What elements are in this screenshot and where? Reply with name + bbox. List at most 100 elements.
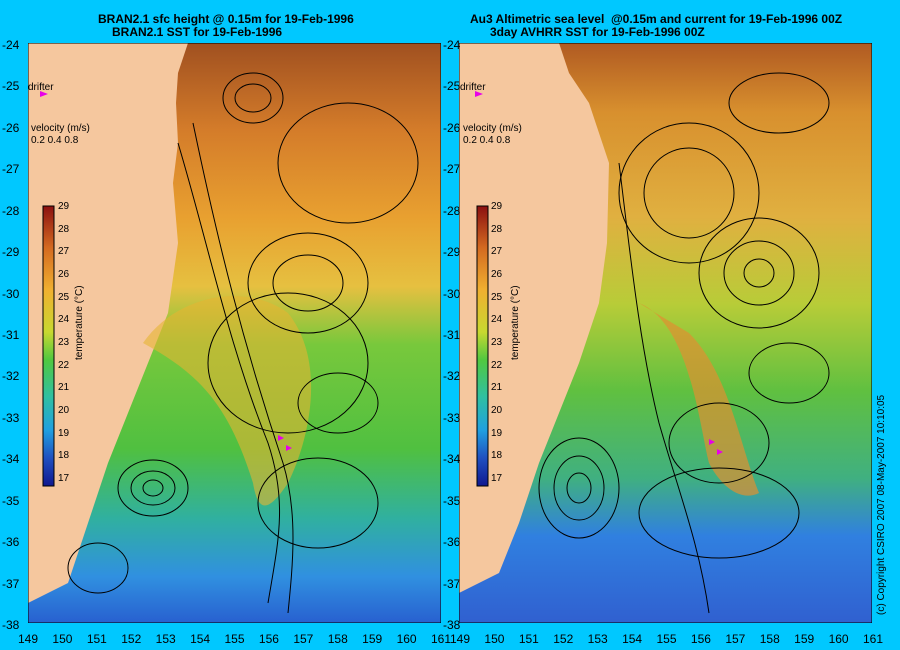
latitude-tick: -36 bbox=[443, 535, 461, 550]
colorbar-tick: 20 bbox=[58, 405, 70, 416]
latitude-tick: -26 bbox=[443, 120, 461, 135]
colorbar-tick: 22 bbox=[58, 359, 70, 371]
longitude-tick: 157 bbox=[293, 632, 314, 646]
colorbar bbox=[476, 205, 489, 487]
latitude-tick: -28 bbox=[2, 203, 20, 218]
longitude-tick: 155 bbox=[224, 632, 245, 646]
drifter-icon bbox=[475, 91, 483, 97]
colorbar-tick: 17 bbox=[491, 473, 503, 484]
colorbar-tick: 29 bbox=[58, 201, 70, 212]
latitude-tick: -32 bbox=[2, 369, 20, 384]
colorbar-tick: 23 bbox=[491, 337, 503, 348]
longitude-tick: 161 bbox=[431, 632, 452, 646]
left-velocity-scale: 0.2 0.4 0.8 bbox=[31, 135, 79, 146]
latitude-tick: -37 bbox=[443, 576, 461, 591]
latitude-tick: -31 bbox=[2, 328, 20, 342]
longitude-tick: 153 bbox=[155, 632, 176, 646]
colorbar-tick: 29 bbox=[491, 201, 503, 212]
colorbar-tick: 26 bbox=[491, 269, 503, 280]
right-velocity-label: velocity (m/s) bbox=[463, 123, 522, 134]
left-colorbar-label: temperature (°C) bbox=[74, 285, 85, 360]
colorbar-tick: 25 bbox=[58, 291, 70, 303]
longitude-tick: 149 bbox=[18, 632, 39, 646]
longitude-tick: 156 bbox=[690, 632, 711, 646]
latitude-tick: -34 bbox=[2, 452, 20, 467]
latitude-tick: -31 bbox=[443, 328, 461, 342]
longitude-tick: 154 bbox=[190, 632, 211, 646]
longitude-tick: 157 bbox=[725, 632, 746, 646]
longitude-tick: 161 bbox=[863, 632, 884, 646]
colorbar-tick: 19 bbox=[58, 427, 70, 439]
latitude-tick: -27 bbox=[443, 162, 461, 177]
drifter-track-icon bbox=[709, 439, 723, 455]
copyright-text: (c) Copyright CSIRO 2007 08-May-2007 10:… bbox=[876, 394, 887, 615]
latitude-tick: -25 bbox=[443, 79, 461, 94]
latitude-tick: -26 bbox=[2, 120, 20, 135]
left-velocity-label: velocity (m/s) bbox=[31, 123, 90, 134]
latitude-tick: -24 bbox=[443, 38, 461, 52]
latitude-tick: -30 bbox=[443, 286, 461, 301]
longitude-tick: 160 bbox=[828, 632, 849, 646]
right-panel-title-1: Au3 Altimetric sea level @0.15m and curr… bbox=[470, 12, 843, 26]
left-panel-title-2: BRAN2.1 SST for 19-Feb-1996 bbox=[112, 25, 283, 39]
latitude-tick: -36 bbox=[2, 535, 20, 550]
colorbar-tick: 26 bbox=[58, 269, 70, 280]
colorbar-tick: 24 bbox=[491, 314, 503, 326]
longitude-tick: 151 bbox=[86, 632, 107, 646]
latitude-tick: -32 bbox=[443, 369, 461, 384]
longitude-tick: 160 bbox=[396, 632, 417, 646]
longitude-tick: 152 bbox=[553, 632, 574, 646]
colorbar-tick: 27 bbox=[491, 246, 503, 258]
longitude-tick: 155 bbox=[656, 632, 677, 646]
latitude-tick: -29 bbox=[2, 245, 20, 260]
left-drifter-label: drifter bbox=[28, 82, 54, 93]
right-map-panel bbox=[459, 43, 872, 623]
longitude-tick: 154 bbox=[622, 632, 643, 646]
right-velocity-scale: 0.2 0.4 0.8 bbox=[463, 135, 511, 146]
colorbar-tick: 23 bbox=[58, 337, 70, 348]
longitude-tick: 158 bbox=[759, 632, 780, 646]
latitude-tick: -30 bbox=[2, 286, 20, 301]
longitude-tick: 151 bbox=[518, 632, 539, 646]
longitude-tick: 152 bbox=[121, 632, 142, 646]
colorbar-tick: 17 bbox=[58, 473, 70, 484]
colorbar-tick: 18 bbox=[491, 450, 503, 462]
latitude-tick: -38 bbox=[2, 618, 20, 632]
latitude-tick: -25 bbox=[2, 79, 20, 94]
colorbar-tick: 20 bbox=[491, 405, 503, 416]
latitude-tick: -35 bbox=[443, 493, 461, 508]
latitude-tick: -33 bbox=[2, 410, 20, 425]
latitude-tick: -35 bbox=[2, 493, 20, 508]
longitude-tick: 150 bbox=[484, 632, 505, 646]
longitude-tick: 156 bbox=[258, 632, 279, 646]
latitude-tick: -37 bbox=[2, 576, 20, 591]
colorbar-tick: 18 bbox=[58, 450, 70, 462]
colorbar-tick: 24 bbox=[58, 314, 70, 326]
right-panel-title-2: 3day AVHRR SST for 19-Feb-1996 00Z bbox=[490, 25, 705, 39]
colorbar-tick: 21 bbox=[491, 382, 503, 394]
longitude-tick: 149 bbox=[450, 632, 471, 646]
latitude-tick: -28 bbox=[443, 203, 461, 218]
australia-land bbox=[459, 43, 609, 593]
latitude-tick: -38 bbox=[443, 618, 461, 632]
drifter-track-icon bbox=[278, 435, 292, 451]
colorbar-tick: 27 bbox=[58, 246, 70, 258]
drifter-icon bbox=[40, 91, 48, 97]
latitude-tick: -33 bbox=[443, 410, 461, 425]
colorbar bbox=[42, 205, 55, 487]
colorbar-tick: 19 bbox=[491, 427, 503, 439]
longitude-tick: 159 bbox=[794, 632, 815, 646]
right-colorbar-label: temperature (°C) bbox=[510, 285, 521, 360]
longitude-tick: 153 bbox=[587, 632, 608, 646]
australia-land bbox=[28, 43, 188, 603]
longitude-tick: 159 bbox=[362, 632, 383, 646]
colorbar-tick: 22 bbox=[491, 359, 503, 371]
left-map-panel bbox=[28, 43, 441, 623]
latitude-tick: -27 bbox=[2, 162, 20, 177]
colorbar-tick: 28 bbox=[491, 223, 503, 235]
colorbar-tick: 21 bbox=[58, 382, 70, 394]
latitude-tick: -29 bbox=[443, 245, 461, 260]
latitude-tick: -34 bbox=[443, 452, 461, 467]
colorbar-tick: 25 bbox=[491, 291, 503, 303]
colorbar-tick: 28 bbox=[58, 223, 70, 235]
